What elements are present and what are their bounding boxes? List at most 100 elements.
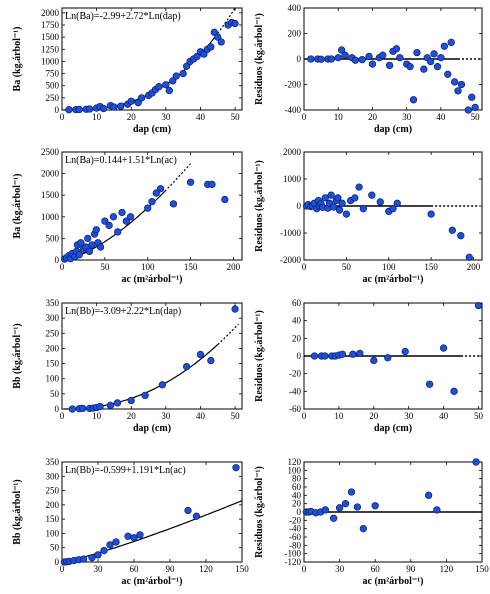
data-point — [221, 195, 229, 204]
data-point — [379, 51, 387, 59]
data-point — [79, 404, 87, 413]
data-point — [341, 500, 350, 508]
data-point — [450, 387, 458, 395]
x-tick-label: 0 — [302, 564, 307, 574]
x-tick-label: 60 — [371, 564, 381, 574]
data-point — [370, 356, 378, 365]
data-point — [96, 402, 104, 411]
y-tick-label: 120 — [288, 457, 302, 467]
data-point — [96, 243, 105, 251]
y-tick-label: 60 — [292, 298, 302, 308]
x-tick-label: 50 — [474, 411, 484, 421]
data-point — [427, 210, 435, 218]
x-tick-label: 0 — [60, 112, 65, 122]
data-point — [134, 99, 142, 107]
data-point — [136, 531, 144, 539]
x-tick-label: 50 — [231, 112, 241, 122]
y-tick-label: 500 — [46, 81, 60, 91]
data-point — [84, 234, 92, 243]
x-tick-label: 50 — [231, 411, 241, 421]
x-tick-label: 100 — [382, 262, 396, 272]
data-point — [338, 46, 346, 54]
x-tick-label: 150 — [184, 262, 198, 272]
y-axis-label: Residuos (kg.árbol⁻¹) — [254, 160, 265, 252]
data-point — [433, 63, 442, 71]
data-point — [376, 198, 384, 206]
x-tick-label: 10 — [334, 112, 344, 122]
plot-area — [61, 151, 243, 261]
data-point — [122, 217, 130, 225]
extrapolated-curve — [164, 163, 192, 192]
panel-residuals-bb-dap: dap (cm) Residuos (kg.árbol⁻¹) 0 10 20 30 40… — [254, 298, 484, 434]
y-tick-label: 100 — [46, 374, 60, 384]
data-point — [439, 344, 448, 352]
y-tick-label: 100 — [288, 465, 302, 475]
y-tick-label: 250 — [46, 93, 60, 103]
y-axis-label: Residuos (kg.árbol⁻¹) — [254, 310, 265, 402]
y-tick-label: -40 — [289, 386, 301, 396]
data-point — [86, 105, 94, 113]
data-point — [101, 217, 109, 225]
data-point — [474, 302, 483, 310]
data-point — [457, 80, 466, 89]
y-tick-label: 500 — [46, 233, 60, 243]
data-point — [321, 506, 330, 514]
data-point — [100, 546, 108, 555]
x-axis-label: dap (cm) — [374, 423, 412, 434]
y-tick-label: 200 — [46, 343, 60, 353]
y-tick-label: 0 — [297, 201, 302, 211]
data-point — [92, 226, 100, 234]
data-point — [392, 45, 401, 53]
data-point — [334, 194, 342, 202]
x-tick-label: 0 — [60, 262, 65, 272]
y-tick-label: -60 — [289, 404, 301, 414]
data-point — [401, 347, 409, 356]
data-point — [359, 525, 367, 533]
data-point — [338, 199, 346, 207]
data-point — [468, 93, 476, 101]
data-point — [65, 106, 73, 114]
data-point — [117, 102, 125, 110]
data-point — [347, 488, 356, 496]
extrapolated-curve — [217, 8, 236, 34]
data-point — [232, 464, 240, 472]
x-tick-label: 120 — [199, 564, 213, 574]
data-point — [440, 42, 448, 50]
data-point — [335, 206, 344, 214]
data-point — [208, 180, 216, 189]
data-point — [210, 28, 218, 36]
data-point — [385, 61, 394, 70]
data-point — [444, 70, 452, 78]
x-tick-label: 40 — [196, 112, 206, 122]
data-point — [127, 396, 135, 405]
data-point — [389, 205, 397, 213]
y-tick-label: 2000 — [41, 8, 60, 18]
data-point — [207, 356, 215, 365]
data-point — [186, 178, 195, 186]
x-tick-label: 90 — [166, 564, 176, 574]
data-point — [464, 106, 472, 114]
data-point — [338, 350, 347, 358]
y-tick-label: 300 — [46, 313, 60, 323]
y-tick-label: 200 — [46, 500, 60, 510]
panel-bb-vs-ac: Ln(Bb)=-0.599+1.191*Ln(ac) ac (m²árbol⁻¹… — [12, 457, 249, 587]
data-point — [393, 199, 401, 207]
y-tick-label: 400 — [288, 3, 302, 13]
data-point — [94, 551, 102, 559]
y-tick-label: 0 — [55, 255, 60, 265]
y-tick-label: 20 — [292, 499, 302, 509]
x-tick-label: 0 — [60, 564, 65, 574]
data-point — [113, 399, 122, 407]
y-tick-label: 250 — [46, 486, 60, 496]
data-point — [207, 43, 215, 51]
data-point — [105, 221, 113, 230]
data-point — [457, 232, 465, 240]
data-point — [310, 352, 319, 360]
y-tick-label: 0 — [297, 507, 302, 517]
x-tick-label: 30 — [404, 411, 414, 421]
data-point — [396, 54, 404, 62]
x-tick-label: 20 — [127, 411, 137, 421]
equation-label: Ln(Ba)=-2.99+2.72*Ln(dap) — [65, 11, 181, 22]
data-point — [200, 50, 208, 58]
